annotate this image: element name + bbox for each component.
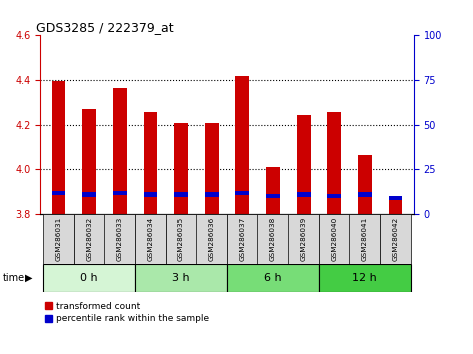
Legend: transformed count, percentile rank within the sample: transformed count, percentile rank withi…	[45, 302, 210, 324]
Bar	[82, 193, 96, 196]
Bar	[389, 196, 403, 200]
Bar	[104, 214, 135, 264]
Text: GSM286041: GSM286041	[362, 217, 368, 261]
Text: ▶: ▶	[25, 273, 32, 283]
Text: GSM286038: GSM286038	[270, 217, 276, 261]
Text: GSM286036: GSM286036	[209, 217, 215, 261]
Text: GSM286035: GSM286035	[178, 217, 184, 261]
Bar	[297, 115, 310, 214]
Bar	[236, 191, 249, 195]
Text: GDS3285 / 222379_at: GDS3285 / 222379_at	[36, 21, 174, 34]
Bar	[52, 81, 65, 214]
Text: 3 h: 3 h	[172, 273, 190, 283]
Bar	[43, 214, 74, 264]
Bar	[266, 194, 280, 198]
Bar	[349, 214, 380, 264]
Text: GSM286040: GSM286040	[331, 217, 337, 261]
Text: time: time	[2, 273, 25, 283]
Text: GSM286039: GSM286039	[301, 217, 307, 261]
Bar	[74, 214, 105, 264]
Bar	[144, 113, 158, 214]
Text: GSM286031: GSM286031	[56, 217, 61, 261]
Bar	[319, 264, 411, 292]
Bar	[227, 214, 258, 264]
Text: GSM286037: GSM286037	[239, 217, 245, 261]
Bar	[144, 193, 158, 196]
Bar	[52, 191, 65, 195]
Text: GSM286032: GSM286032	[86, 217, 92, 261]
Bar	[113, 191, 127, 195]
Bar	[166, 214, 197, 264]
Bar	[174, 193, 188, 196]
Bar	[380, 214, 411, 264]
Bar	[82, 109, 96, 214]
Text: GSM286042: GSM286042	[393, 217, 398, 261]
Text: 6 h: 6 h	[264, 273, 282, 283]
Bar	[288, 214, 319, 264]
Text: 0 h: 0 h	[80, 273, 98, 283]
Bar	[327, 194, 341, 198]
Bar	[266, 167, 280, 214]
Bar	[43, 264, 135, 292]
Bar	[327, 113, 341, 214]
Bar	[358, 193, 372, 196]
Bar	[236, 76, 249, 214]
Bar	[135, 214, 166, 264]
Bar	[227, 264, 319, 292]
Bar	[174, 122, 188, 214]
Bar	[297, 193, 310, 196]
Bar	[196, 214, 228, 264]
Bar	[205, 122, 219, 214]
Bar	[113, 88, 127, 214]
Text: 12 h: 12 h	[352, 273, 377, 283]
Bar	[257, 214, 289, 264]
Bar	[358, 155, 372, 214]
Bar	[319, 214, 350, 264]
Bar	[389, 198, 403, 214]
Text: GSM286034: GSM286034	[148, 217, 153, 261]
Text: GSM286033: GSM286033	[117, 217, 123, 261]
Bar	[135, 264, 227, 292]
Bar	[205, 193, 219, 196]
